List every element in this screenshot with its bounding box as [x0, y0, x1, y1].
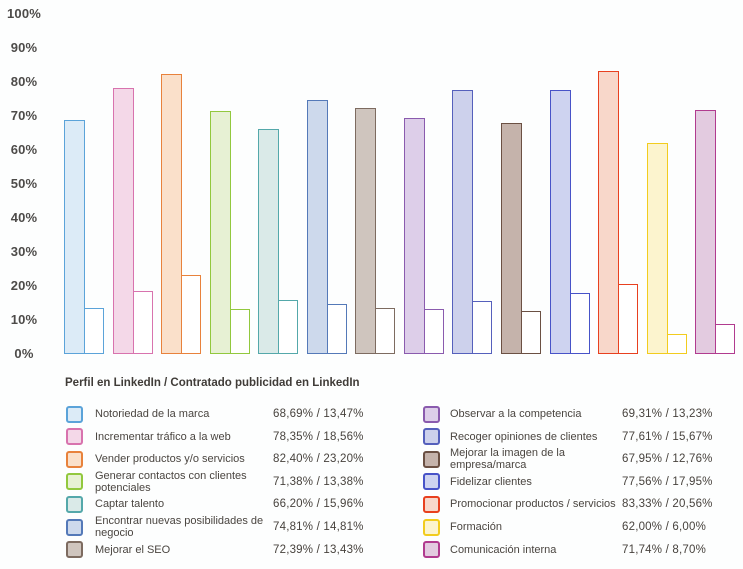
legend-value: 71,38% / 13,38% [273, 475, 364, 488]
legend-item: Comunicación interna 71,74% / 8,70% [423, 541, 706, 559]
legend-swatch [423, 405, 440, 423]
bar-perfil [598, 70, 620, 354]
legend-label: Generar contactos con clientes potencial… [95, 469, 247, 494]
legend-label: Encontrar nuevas posibilidades de negoci… [95, 515, 264, 539]
bar-publicidad [84, 308, 104, 354]
bar-publicidad [618, 284, 639, 354]
bar-perfil [306, 99, 328, 354]
legend-value: 77,61% / 15,67% [622, 430, 713, 443]
legend-value: 69,31% / 13,23% [622, 408, 713, 420]
bar-perfil [161, 73, 183, 354]
legend-value: 72,39% / 13,43% [273, 543, 364, 556]
legend-label: Promocionar productos / servicios [450, 498, 616, 511]
bar-perfil [646, 143, 668, 354]
y-axis-tick-label: 40% [10, 210, 38, 225]
legend-value: 68,69% / 13,47% [273, 408, 364, 420]
y-axis-tick-label: 50% [10, 176, 38, 191]
legend-swatch [66, 495, 83, 513]
bar-perfil [112, 87, 134, 354]
legend-label: Comunicación interna [450, 543, 557, 556]
legend-value: 71,74% / 8,70% [622, 543, 706, 556]
bar-perfil [209, 111, 231, 354]
bar-perfil [403, 118, 425, 354]
bar-perfil [64, 120, 85, 354]
bar-perfil [452, 90, 474, 354]
bar-perfil [500, 122, 522, 354]
y-axis-tick-label: 30% [10, 244, 38, 259]
y-axis-tick-label: 10% [10, 312, 38, 327]
legend-item: Captar talento 66,20% / 15,96% [66, 495, 364, 513]
legend-value: 82,40% / 23,20% [273, 453, 364, 466]
legend-label: Incrementar tráfico a la web [95, 430, 231, 443]
legend-item: Promocionar productos / servicios 83,33% … [423, 495, 713, 513]
bar-perfil [549, 90, 571, 354]
bar-publicidad [569, 292, 590, 354]
legend-item: Incrementar tráfico a la web 78,35% / 18,… [66, 428, 364, 446]
legend-label: Observar a la competencia [450, 408, 582, 420]
bar-publicidad [715, 324, 736, 354]
y-axis-tick-label: 100% [6, 6, 42, 21]
legend-value: 67,95% / 12,76% [622, 453, 713, 466]
y-axis-tick-label: 0% [14, 346, 34, 361]
legend-label: Recoger opiniones de clientes [450, 430, 598, 443]
legend-value: 62,00% / 6,00% [622, 521, 706, 533]
legend-value: 74,81% / 14,81% [273, 521, 364, 533]
legend-item: Observar a la competencia 69,31% / 13,23% [423, 405, 713, 423]
y-axis-tick-label: 80% [10, 74, 38, 89]
legend-item: Generar contactos con clientes potencial… [66, 469, 364, 494]
legend-swatch [66, 518, 83, 536]
legend-swatch [423, 518, 440, 536]
bar-publicidad [132, 290, 153, 354]
bar-publicidad [666, 333, 687, 354]
bar-publicidad [181, 275, 202, 354]
legend-swatch [423, 473, 440, 491]
legend-title: Perfil en LinkedIn / Contratado publicid… [65, 377, 360, 389]
legend-swatch [423, 450, 440, 468]
legend-swatch [423, 541, 440, 559]
legend-value: 83,33% / 20,56% [622, 498, 713, 511]
y-axis-tick-label: 20% [10, 278, 38, 293]
legend-item: Mejorar el SEO 72,39% / 13,43% [66, 541, 364, 559]
legend-swatch [66, 405, 83, 423]
legend-item: Mejorar la imagen de la empresa/marca 67,… [423, 447, 713, 472]
plot-area: 100% 90% 80% 70% 60% 50% 40% 30% 20% 10% 0% [6, 6, 736, 361]
y-axis-tick-label: 90% [10, 40, 38, 55]
legend-label: Mejorar la imagen de la empresa/marca [450, 447, 565, 472]
bar-perfil [355, 107, 377, 354]
legend-item: Notoriedad de la marca 68,69% / 13,47% [66, 405, 364, 423]
bar-publicidad [229, 308, 250, 354]
bar-publicidad [278, 299, 299, 354]
legend-label: Mejorar el SEO [95, 543, 171, 556]
bar-publicidad [326, 303, 347, 354]
legend-value: 77,56% / 17,95% [622, 475, 713, 488]
legend-swatch [423, 495, 440, 513]
legend-item: Formación 62,00% / 6,00% [423, 518, 706, 536]
bar-publicidad [520, 310, 541, 354]
legend-item: Encontrar nuevas posibilidades de negoci… [66, 515, 364, 539]
legend-label: Captar talento [95, 498, 165, 511]
legend-swatch [66, 541, 83, 559]
legend-label: Formación [450, 521, 502, 533]
legend-value: 66,20% / 15,96% [273, 498, 364, 511]
bar-perfil [258, 128, 280, 354]
legend-swatch [423, 428, 440, 446]
legend-label: Vender productos y/o servicios [95, 453, 245, 466]
legend-item: Vender productos y/o servicios 82,40% / 2… [66, 450, 364, 468]
bar-publicidad [375, 308, 396, 354]
bar-publicidad [423, 309, 444, 354]
legend-swatch [66, 450, 83, 468]
y-axis-tick-label: 60% [10, 142, 38, 157]
legend-item: Recoger opiniones de clientes 77,61% / 15… [423, 428, 713, 446]
legend-value: 78,35% / 18,56% [273, 430, 364, 443]
legend-item: Fidelizar clientes 77,56% / 17,95% [423, 473, 713, 491]
bar-publicidad [472, 300, 493, 354]
legend-swatch [66, 428, 83, 446]
legend-label: Notoriedad de la marca [95, 408, 210, 420]
legend-swatch [66, 473, 83, 491]
bar-perfil [695, 110, 717, 354]
legend-label: Fidelizar clientes [450, 475, 532, 488]
y-axis-tick-label: 70% [10, 108, 38, 123]
